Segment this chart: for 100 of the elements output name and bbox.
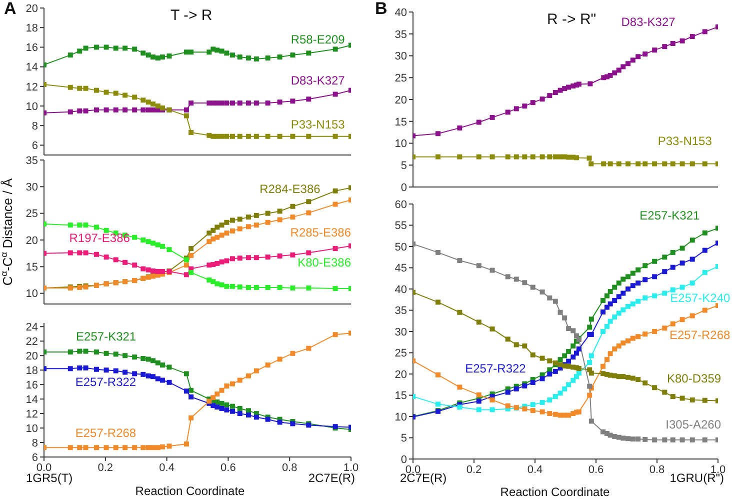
point	[680, 260, 685, 266]
point	[77, 365, 82, 370]
point	[680, 396, 685, 401]
point	[155, 376, 160, 382]
point	[652, 329, 658, 334]
point	[547, 93, 552, 98]
point	[436, 250, 441, 255]
point	[150, 102, 156, 107]
point	[530, 100, 536, 106]
x-tick-label: 0.0	[36, 462, 52, 474]
point	[132, 445, 138, 450]
point	[588, 370, 594, 376]
y-tick-label: 35	[394, 305, 407, 318]
point	[490, 154, 495, 160]
point	[77, 348, 82, 354]
point	[652, 161, 658, 166]
point	[277, 254, 282, 258]
text: 2C7E(R)	[308, 471, 355, 485]
point	[155, 360, 160, 366]
point	[552, 154, 558, 160]
point	[184, 371, 189, 376]
y-tick-label: 10	[394, 138, 407, 150]
point	[166, 54, 172, 59]
point	[652, 293, 658, 298]
point	[604, 304, 610, 310]
point	[662, 269, 668, 274]
point	[540, 154, 545, 160]
point	[670, 41, 676, 46]
point	[547, 358, 552, 364]
point	[132, 371, 138, 376]
point	[122, 370, 128, 375]
x-tick-label: 0.2	[98, 462, 114, 474]
point	[140, 266, 146, 272]
point	[436, 372, 441, 378]
point	[702, 29, 708, 34]
point	[155, 55, 160, 60]
point	[188, 100, 194, 106]
point	[210, 395, 216, 400]
point	[570, 328, 576, 334]
point	[332, 46, 338, 52]
y-tick-label: 40	[394, 6, 407, 19]
point	[616, 310, 622, 316]
series-label: E257-R322	[75, 374, 136, 389]
point	[612, 70, 618, 76]
point	[552, 298, 558, 304]
point	[642, 380, 648, 386]
point	[219, 388, 224, 393]
point	[608, 301, 613, 306]
point	[254, 134, 259, 139]
point	[224, 220, 230, 225]
point	[332, 202, 338, 207]
point	[530, 284, 536, 290]
point	[547, 295, 552, 300]
point	[219, 100, 224, 106]
point	[246, 284, 251, 290]
point	[530, 380, 536, 385]
point	[104, 254, 109, 260]
point	[230, 256, 235, 262]
point	[436, 402, 441, 407]
point	[224, 384, 230, 389]
point	[113, 445, 118, 450]
text: A	[4, 0, 16, 18]
point	[642, 161, 648, 166]
point	[652, 274, 658, 280]
y-tick-label: 16	[26, 379, 38, 392]
x-tick-label: 0.2	[466, 464, 482, 476]
x-tick-label: 0.8	[649, 464, 665, 476]
point	[332, 134, 338, 139]
point	[94, 445, 99, 450]
point	[505, 403, 510, 408]
point	[68, 445, 73, 450]
point	[140, 372, 146, 377]
point	[612, 346, 618, 352]
point	[540, 409, 545, 414]
point	[670, 287, 676, 292]
point	[662, 326, 668, 331]
point	[68, 222, 73, 228]
point	[237, 54, 242, 60]
point	[150, 374, 156, 380]
point	[265, 100, 270, 106]
point	[636, 436, 641, 442]
point	[188, 415, 194, 420]
y-tick-label: 16	[26, 42, 38, 54]
point	[219, 232, 224, 238]
point	[77, 48, 82, 54]
point	[626, 338, 631, 344]
point	[94, 349, 99, 354]
point	[436, 300, 441, 305]
point	[690, 437, 695, 442]
point	[626, 304, 631, 309]
point	[566, 326, 572, 332]
point	[290, 98, 296, 104]
point	[94, 252, 99, 257]
point	[166, 444, 172, 449]
y-tick-label: 6	[32, 452, 38, 464]
point	[188, 130, 194, 135]
point	[588, 161, 594, 166]
point	[246, 100, 251, 106]
point	[224, 100, 230, 106]
point	[246, 373, 251, 378]
